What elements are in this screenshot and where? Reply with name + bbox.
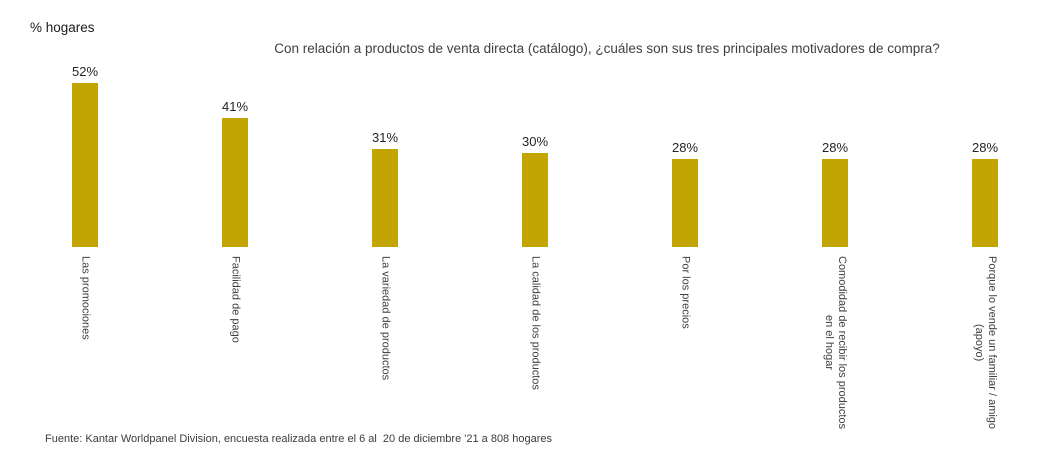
bar[interactable] xyxy=(222,117,248,247)
category-label: La calidad de los productos xyxy=(529,256,542,390)
category-label: Las promociones xyxy=(79,256,92,340)
bar-value-label: 52% xyxy=(71,64,99,80)
bar-column: 31% La variedad de productos xyxy=(310,0,460,460)
bar-chart: 52% Las promociones 41% Facilidad de pag… xyxy=(10,0,1053,460)
y-axis-title: % hogares xyxy=(30,20,95,35)
category-label: Facilidad de pago xyxy=(229,256,242,343)
bar-value-label: 41% xyxy=(221,98,249,114)
source-note: Fuente: Kantar Worldpanel Division, encu… xyxy=(45,433,552,445)
bar-column: 41% Facilidad de pago xyxy=(160,0,310,460)
category-label: Porque lo vende un familiar / amigo (apoy… xyxy=(973,256,998,430)
bar[interactable] xyxy=(372,149,398,247)
bar-value-label: 28% xyxy=(971,139,999,155)
category-label: Por los precios xyxy=(679,256,692,329)
bar-column: 28% Porque lo vende un familiar / amigo(… xyxy=(910,0,1053,460)
category-label: La variedad de productos xyxy=(379,256,392,381)
bar[interactable] xyxy=(822,158,848,247)
bar-value-label: 31% xyxy=(371,130,399,146)
chart-title: Con relación a productos de venta direct… xyxy=(274,41,940,56)
bar-column: 28% Por los precios xyxy=(610,0,760,460)
bar[interactable] xyxy=(72,83,98,247)
category-label: Comodidad de recibir los productos en el … xyxy=(823,256,848,430)
bar-value-label: 30% xyxy=(521,133,549,149)
bar[interactable] xyxy=(972,158,998,247)
bar-value-label: 28% xyxy=(821,139,849,155)
bar-column: 52% Las promociones xyxy=(10,0,160,460)
bar-column: 28% Comodidad de recibir los productos en… xyxy=(760,0,910,460)
bar-column: 30% La calidad de los productos xyxy=(460,0,610,460)
bar[interactable] xyxy=(672,158,698,247)
bar[interactable] xyxy=(522,152,548,247)
bar-value-label: 28% xyxy=(671,139,699,155)
